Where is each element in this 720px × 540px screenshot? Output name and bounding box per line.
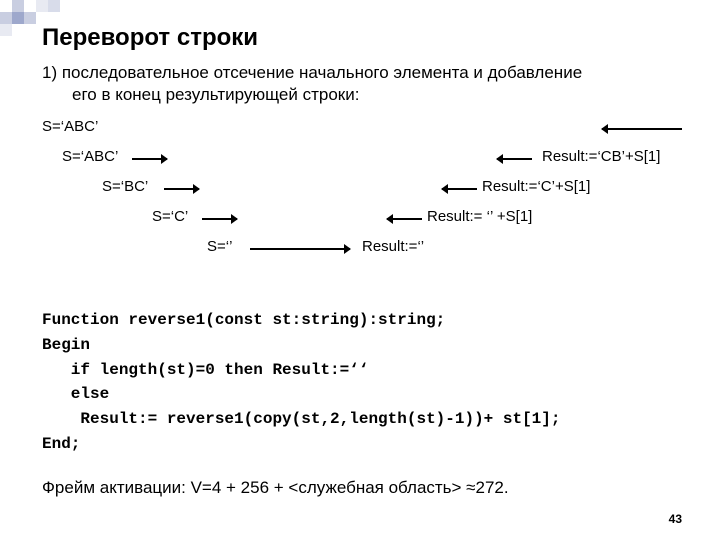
arrow-ret-3 [387,218,422,220]
recursion-trace: S=‘ABC’ S=‘ABC’ Result:=‘CB’+S[1] S=‘BC’… [42,118,690,268]
arrow-call-3 [202,218,237,220]
trace-r-4: Result:=‘’ [362,238,424,255]
code-line-1: Begin [42,336,90,354]
trace-r-2: Result:=‘C’+S[1] [482,178,590,195]
trace-s-2: S=‘BC’ [102,178,148,195]
deco-sq [24,0,36,12]
code-line-2: if length(st)=0 then Result:=‘‘ [42,361,368,379]
deco-sq [0,24,12,36]
deco-sq [36,0,48,12]
deco-sq [24,12,36,24]
arrow-ret-2 [442,188,477,190]
trace-s-4: S=‘’ [207,238,232,255]
desc-line2: его в конец результирующей строки: [42,84,690,106]
deco-sq [12,12,24,24]
activation-frame-text: Фрейм активации: V=4 + 256 + <служебная … [42,478,509,498]
code-line-5: End; [42,435,80,453]
desc-line1: 1) последовательное отсечение начального… [42,63,582,82]
arrow-base [250,248,350,250]
arrow-call-1 [132,158,167,160]
code-block: Function reverse1(const st:string):strin… [42,308,560,457]
deco-sq [12,0,24,12]
code-line-3: else [42,385,109,403]
code-line-4: Result:= reverse1(copy(st,2,length(st)-1… [42,410,560,428]
description: 1) последовательное отсечение начального… [42,62,690,106]
deco-sq [48,0,60,12]
arrow-return-0 [602,128,682,130]
trace-r-3: Result:= ‘’ +S[1] [427,208,532,225]
deco-sq [0,0,12,12]
trace-s-0: S=‘ABC’ [42,118,98,135]
trace-r-1: Result:=‘CB’+S[1] [542,148,660,165]
arrow-ret-1 [497,158,532,160]
code-line-0: Function reverse1(const st:string):strin… [42,311,445,329]
arrow-call-2 [164,188,199,190]
trace-s-3: S=‘C’ [152,208,188,225]
trace-s-1: S=‘ABC’ [62,148,118,165]
deco-sq [0,12,12,24]
page-number: 43 [669,512,682,526]
slide-title: Переворот строки [42,24,258,52]
